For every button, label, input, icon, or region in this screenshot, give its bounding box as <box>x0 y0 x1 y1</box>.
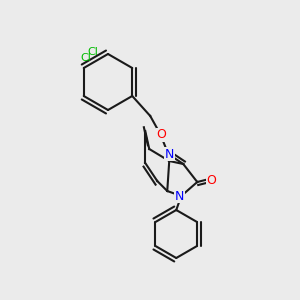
Text: N: N <box>175 190 184 202</box>
Text: O: O <box>156 128 166 142</box>
Text: O: O <box>206 173 216 187</box>
Text: Cl: Cl <box>87 47 98 57</box>
Text: Cl: Cl <box>80 53 91 63</box>
Text: N: N <box>165 148 174 160</box>
